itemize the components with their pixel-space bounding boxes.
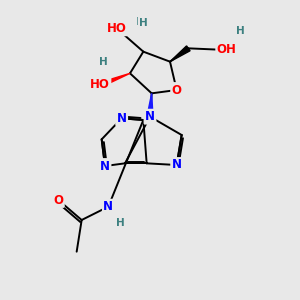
Text: H: H [236,26,244,36]
Polygon shape [99,73,130,87]
Text: O: O [53,194,63,206]
Text: N: N [145,110,155,123]
Polygon shape [147,93,153,117]
Text: H: H [99,57,108,67]
Text: N: N [103,200,113,213]
Text: HO: HO [90,79,110,92]
Text: O: O [172,83,182,97]
Text: N: N [100,160,110,172]
Text: OH: OH [217,44,237,56]
Text: HO: HO [107,22,127,35]
Text: H: H [116,218,124,228]
Text: H: H [139,18,148,28]
Text: N: N [172,158,182,172]
Text: N: N [117,112,127,125]
Polygon shape [170,46,190,62]
Text: H: H [136,17,144,27]
